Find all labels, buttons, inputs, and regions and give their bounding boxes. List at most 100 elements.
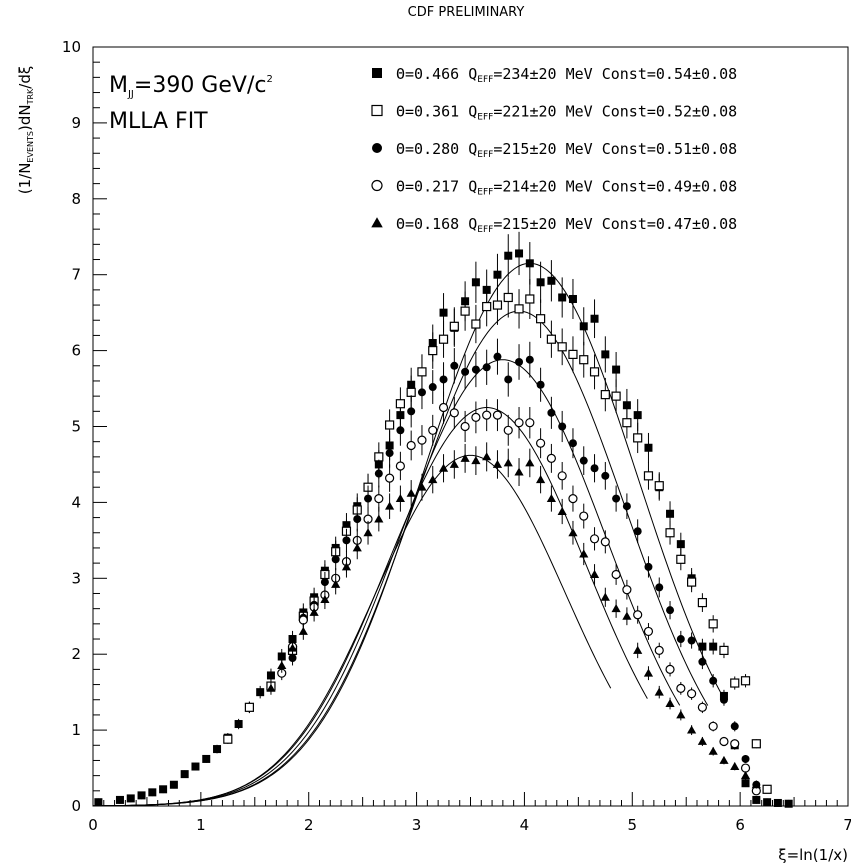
data-point (740, 763, 751, 773)
data-point (633, 411, 642, 420)
data-point (514, 304, 524, 314)
legend-entry: Θ=0.280 QEFF=215±20 MeV Const=0.51±0.08 (396, 140, 737, 160)
data-point (180, 770, 189, 779)
data-point (482, 301, 492, 312)
data-point (666, 606, 675, 615)
x-tick-label: 3 (412, 816, 422, 834)
data-point (406, 488, 416, 497)
data-point (395, 399, 405, 409)
data-point (461, 367, 470, 376)
y-tick-label: 2 (71, 645, 81, 663)
legend-marker (372, 143, 382, 153)
data-point (460, 306, 470, 316)
data-point (115, 795, 124, 804)
data-point (428, 383, 437, 392)
data-point (643, 626, 654, 637)
data-point (643, 471, 654, 481)
data-point (417, 388, 426, 397)
data-point (654, 687, 664, 696)
data-point (191, 762, 200, 771)
data-point (697, 736, 707, 745)
data-point (740, 771, 751, 780)
data-point (687, 725, 697, 734)
data-point (439, 308, 448, 317)
data-point (331, 579, 341, 588)
data-point (730, 761, 740, 770)
data-point (546, 494, 556, 503)
data-point (438, 463, 449, 472)
legend: Θ=0.466 QEFF=234±20 MeV Const=0.54±0.08 Θ… (371, 65, 737, 235)
y-tick-label: 4 (71, 493, 81, 511)
legend-marker (372, 68, 382, 78)
data-point (579, 355, 589, 365)
data-point (752, 795, 761, 804)
data-point (363, 528, 373, 537)
data-point (697, 702, 707, 712)
data-point (708, 721, 718, 731)
data-point (438, 402, 449, 413)
data-point (353, 515, 362, 524)
data-point (762, 784, 772, 794)
data-point (525, 418, 535, 428)
data-point (320, 594, 330, 604)
data-point (763, 798, 772, 807)
data-point (676, 635, 685, 644)
data-point (600, 592, 610, 601)
data-point (342, 536, 351, 545)
data-point (536, 475, 546, 484)
data-point (536, 438, 546, 448)
mass-annotation: MJJ=390 GeV/c2 (109, 73, 273, 100)
data-point (94, 798, 103, 807)
data-point (320, 578, 329, 587)
data-point (740, 676, 751, 686)
data-point (385, 420, 395, 430)
data-point (471, 319, 481, 329)
data-point (719, 645, 729, 656)
data-point (396, 426, 405, 435)
data-point (364, 494, 373, 503)
data-point (266, 671, 275, 680)
data-point (395, 494, 405, 503)
data-point (654, 481, 664, 491)
data-point (558, 293, 567, 302)
chart-title: CDF PRELIMINARY (408, 5, 525, 20)
data-point (741, 754, 750, 763)
data-point (590, 314, 599, 323)
data-point (622, 401, 631, 410)
data-point (341, 562, 352, 571)
data-point (622, 418, 632, 428)
data-point (676, 710, 686, 719)
data-point (525, 259, 534, 268)
data-point (676, 683, 686, 693)
data-point (266, 683, 276, 692)
data-point (590, 464, 599, 473)
data-point (687, 636, 696, 645)
data-point (515, 249, 524, 258)
data-point (298, 626, 308, 635)
data-point (644, 443, 653, 452)
data-point (169, 780, 178, 789)
data-point (287, 643, 298, 652)
data-point (751, 780, 761, 789)
data-point (622, 502, 631, 511)
legend-entry: Θ=0.168 QEFF=215±20 MeV Const=0.47±0.08 (396, 215, 737, 235)
data-point (558, 422, 567, 431)
data-point (460, 453, 470, 462)
data-point (450, 361, 459, 370)
axes: 0 1 2 3 4 5 6 7 0 1 2 3 4 5 6 7 8 9 10 (62, 38, 851, 834)
data-point (244, 702, 254, 712)
data-point (525, 355, 534, 364)
y-axis-label-text: (1/NEVENTS)dNTRK/dξ (16, 66, 35, 194)
data-point (504, 251, 513, 260)
legend-entry: Θ=0.466 QEFF=234±20 MeV Const=0.54±0.08 (396, 65, 737, 85)
data-point (601, 350, 610, 359)
data-point (374, 494, 384, 504)
data-point (449, 321, 459, 331)
x-tick-label: 4 (520, 816, 530, 834)
data-point (633, 527, 642, 536)
data-point (547, 408, 556, 417)
data-point (612, 494, 621, 503)
data-point (546, 453, 556, 463)
y-tick-label: 3 (71, 569, 81, 587)
